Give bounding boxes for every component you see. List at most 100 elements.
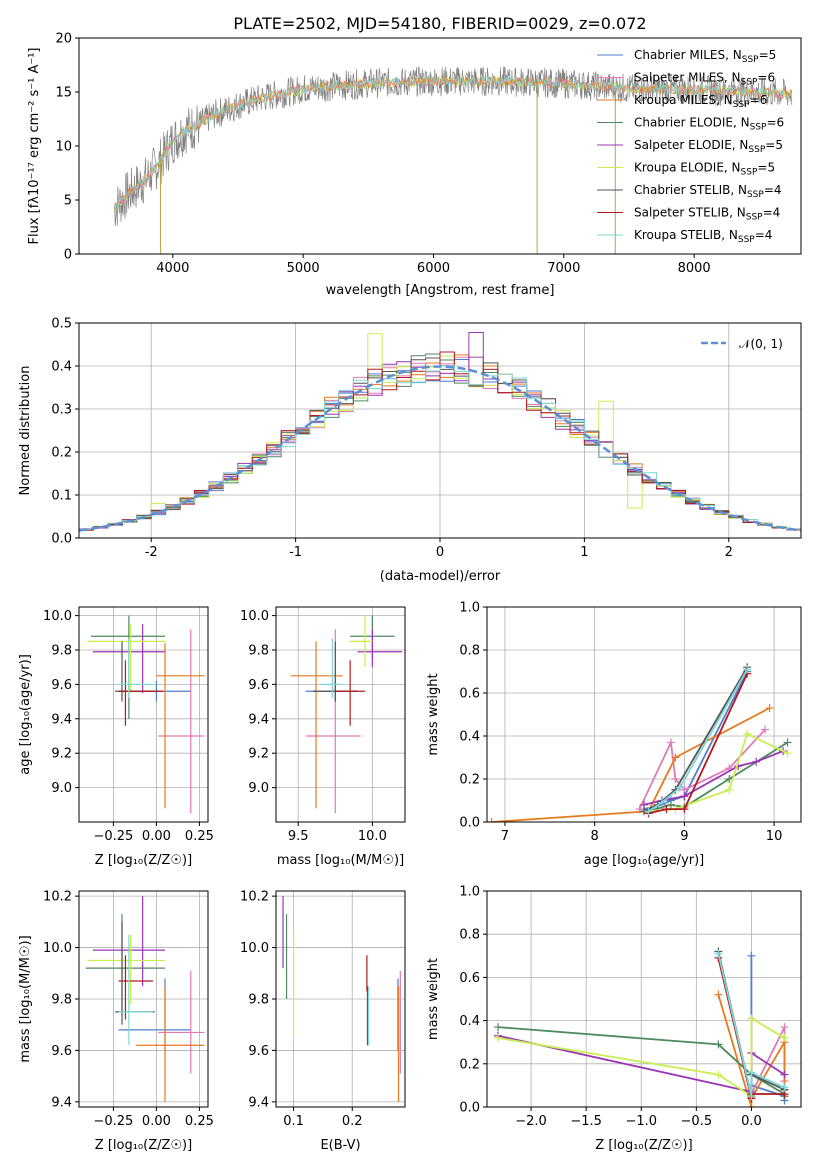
panel-mass-vs-z: −0.25 0.00 0.25 9.4 9.6 9.8 10.0 10.2 Z [log₁₀(Z… bbox=[18, 890, 214, 1153]
series-marker bbox=[783, 738, 792, 747]
xtick-label: 2 bbox=[725, 545, 733, 560]
xtick-label: -2 bbox=[145, 545, 158, 560]
series-marker bbox=[747, 1103, 756, 1107]
ytick-label: 15 bbox=[55, 86, 72, 101]
series-marker bbox=[671, 775, 680, 783]
ytick-label: 9.6 bbox=[51, 1044, 72, 1059]
ytick-label: 10.2 bbox=[43, 890, 72, 905]
series-marker bbox=[783, 749, 792, 758]
series-marker bbox=[765, 704, 774, 713]
ytick-label: 9.4 bbox=[51, 712, 72, 727]
ytick-label: 0.1 bbox=[51, 489, 72, 504]
ytick-label: 0.4 bbox=[459, 1014, 480, 1029]
xtick-label: 10.0 bbox=[358, 829, 387, 844]
ytick-label: 9.0 bbox=[248, 781, 269, 796]
legend-entry: Chabrier ELODIE, NSSP=6 bbox=[634, 116, 784, 133]
series-marker bbox=[743, 729, 752, 738]
ytick-label: 0.5 bbox=[51, 317, 72, 332]
series-line bbox=[491, 707, 771, 822]
x-axis-label: (data-model)/error bbox=[380, 569, 501, 584]
xtick-label: 7000 bbox=[547, 261, 580, 276]
xtick-label: 8 bbox=[591, 829, 599, 844]
x-axis-label: E(B-V) bbox=[320, 1138, 360, 1153]
series-marker bbox=[714, 1070, 723, 1079]
ytick-label: 10.2 bbox=[240, 890, 269, 905]
ytick-label: 0.0 bbox=[459, 816, 480, 831]
y-axis-label: mass weight bbox=[426, 673, 441, 755]
ytick-label: 0.2 bbox=[459, 1057, 480, 1072]
ytick-label: 9.6 bbox=[248, 1044, 269, 1059]
axes-frame bbox=[275, 606, 406, 823]
plot-area bbox=[113, 66, 793, 254]
xtick-label: 0.25 bbox=[185, 829, 214, 844]
ytick-label: 0.0 bbox=[459, 1101, 480, 1116]
series-marker bbox=[761, 725, 770, 734]
panel-age-vs-mass: 9.5 10.0 9.0 9.2 9.4 9.6 9.8 10.0 mass [log₁₀(M/… bbox=[240, 606, 406, 868]
ytick-label: 0 bbox=[64, 248, 72, 263]
xtick-label: 9.5 bbox=[288, 829, 309, 844]
ytick-label: 10.0 bbox=[240, 941, 269, 956]
xtick-label: 0.00 bbox=[142, 1114, 171, 1129]
series-marker bbox=[662, 805, 671, 814]
legend-entry: Chabrier MILES, NSSP=5 bbox=[634, 48, 776, 65]
legend-entry: Kroupa STELIB, NSSP=4 bbox=[634, 228, 772, 245]
plot-area bbox=[290, 615, 403, 814]
series-marker bbox=[494, 1033, 503, 1042]
plot-area bbox=[487, 663, 792, 822]
x-axis-label: Z [log₁₀(Z/Z☉)] bbox=[595, 1138, 692, 1153]
ytick-label: 1.0 bbox=[459, 601, 480, 616]
ytick-label: 9.4 bbox=[248, 712, 269, 727]
series-marker bbox=[747, 1014, 756, 1023]
xtick-label: -1 bbox=[289, 545, 302, 560]
ytick-label: 0.0 bbox=[51, 532, 72, 547]
xtick-label: 6000 bbox=[417, 261, 450, 276]
xtick-label: 7 bbox=[501, 829, 509, 844]
figure-title: PLATE=2502, MJD=54180, FIBERID=0029, z=0… bbox=[233, 14, 646, 33]
ytick-label: 10.0 bbox=[43, 609, 72, 624]
ytick-label: 0.4 bbox=[459, 730, 480, 745]
ytick-label: 0.8 bbox=[459, 928, 480, 943]
xtick-label: 4000 bbox=[156, 261, 189, 276]
series-marker bbox=[644, 807, 653, 816]
ytick-label: 0.2 bbox=[459, 773, 480, 788]
y-axis-label: Flux [fλ10⁻¹⁷ erg cm⁻² s⁻¹ A⁻¹] bbox=[27, 48, 42, 245]
panel-weight-vs-age: 7 8 9 10 0.0 0.2 0.4 0.6 0.8 1.0 age [log₁₀(age/yr… bbox=[426, 601, 802, 868]
legend-entry: Chabrier STELIB, NSSP=4 bbox=[634, 183, 782, 200]
xtick-label: 0.25 bbox=[185, 1114, 214, 1129]
xtick-label: 0.1 bbox=[283, 1114, 304, 1129]
ytick-label: 20 bbox=[55, 32, 72, 47]
normal-curve bbox=[79, 365, 801, 532]
series-marker bbox=[487, 818, 496, 822]
x-axis-label: Z [log₁₀(Z/Z☉)] bbox=[95, 1138, 192, 1153]
ytick-label: 9.8 bbox=[248, 993, 269, 1008]
axes-frame bbox=[78, 606, 209, 823]
y-axis-label: age [log₁₀(age/yr)] bbox=[18, 654, 33, 775]
xtick-label: 0.2 bbox=[342, 1114, 363, 1129]
y-axis-label: Normed distribution bbox=[18, 366, 33, 496]
panel-weight-vs-z: −2.0 −1.5 −1.0 −0.5 0.0 0.0 0.2 0.4 0.6 0.8 1.0 Z [… bbox=[426, 885, 802, 1153]
series-marker bbox=[666, 738, 675, 747]
axes-frame bbox=[486, 606, 802, 823]
series-line bbox=[717, 953, 785, 1097]
ytick-label: 9.4 bbox=[248, 1095, 269, 1110]
ytick-label: 9.8 bbox=[248, 644, 269, 659]
ytick-label: 5 bbox=[64, 194, 72, 209]
xtick-label: 9 bbox=[680, 829, 688, 844]
ytick-label: 9.8 bbox=[51, 644, 72, 659]
y-axis-label: mass weight bbox=[426, 958, 441, 1040]
ytick-label: 0.6 bbox=[459, 687, 480, 702]
plot-area bbox=[282, 896, 401, 1102]
xtick-label: 1 bbox=[580, 545, 588, 560]
panel-mass-vs-ebv: 0.1 0.2 9.4 9.6 9.8 10.0 10.2 E(B-V) bbox=[240, 890, 406, 1153]
xtick-label: −2.0 bbox=[515, 1114, 547, 1129]
series-marker bbox=[714, 990, 723, 999]
xtick-label: −1.0 bbox=[625, 1114, 657, 1129]
xtick-label: 10 bbox=[766, 829, 783, 844]
series-marker bbox=[657, 798, 666, 807]
ytick-label: 0.3 bbox=[51, 403, 72, 418]
plot-area bbox=[87, 615, 205, 814]
series-marker bbox=[494, 1023, 503, 1032]
axes-frame bbox=[486, 890, 802, 1108]
series-marker bbox=[671, 753, 680, 762]
ytick-label: 0.6 bbox=[459, 971, 480, 986]
